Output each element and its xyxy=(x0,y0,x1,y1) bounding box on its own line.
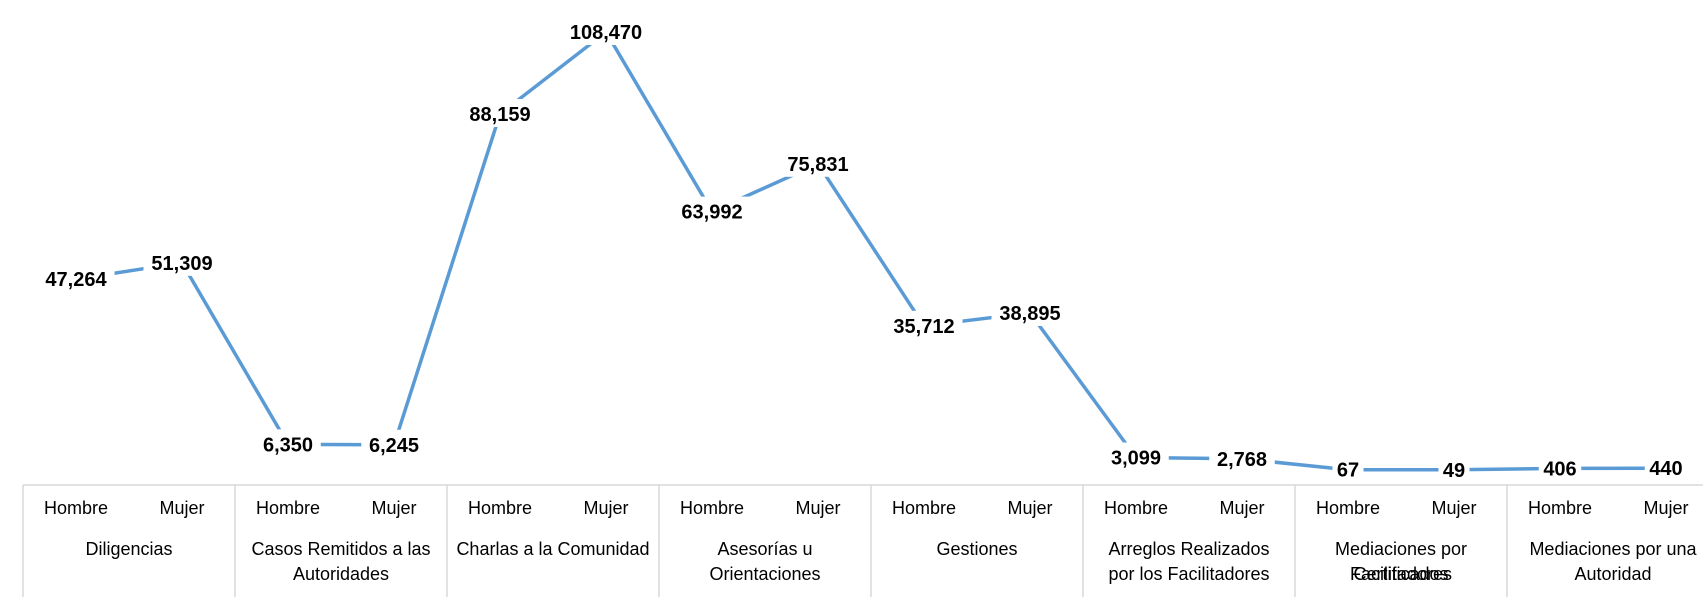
label-background xyxy=(361,429,427,458)
category-label: Diligencias xyxy=(85,539,172,559)
label-background xyxy=(1103,442,1169,471)
series-line-layer xyxy=(75,30,1667,472)
data-label: 406 xyxy=(1543,458,1576,480)
data-label: 108,470 xyxy=(570,22,642,44)
sub-category-label-mujer: Mujer xyxy=(795,498,840,518)
data-label: 88,159 xyxy=(469,104,530,126)
label-background xyxy=(1538,453,1582,482)
data-point-label: 51,309 xyxy=(143,247,221,276)
label-background xyxy=(461,99,539,128)
data-label: 440 xyxy=(1649,458,1682,480)
category-label: Mediaciones por una Autoridad xyxy=(1529,539,1697,584)
data-label: 6,245 xyxy=(369,435,419,457)
data-label: 47,264 xyxy=(45,269,107,291)
label-background xyxy=(561,17,651,45)
label-background xyxy=(1332,454,1364,483)
data-label: 51,309 xyxy=(151,253,212,275)
data-point-label: 49 xyxy=(1438,454,1470,483)
data-point-label: 88,159 xyxy=(461,99,539,128)
sub-category-label-mujer: Mujer xyxy=(1007,498,1052,518)
category-label: Asesorías u Orientaciones xyxy=(709,539,820,584)
category-label: Gestiones xyxy=(936,539,1017,559)
data-point-label: 35,712 xyxy=(885,310,963,339)
data-label: 6,350 xyxy=(263,434,313,456)
data-point-label: 38,895 xyxy=(991,297,1069,326)
data-point-label: 67 xyxy=(1332,454,1364,483)
data-label: 3,099 xyxy=(1111,447,1161,469)
label-background xyxy=(991,297,1069,326)
sub-category-label-mujer: Mujer xyxy=(583,498,628,518)
data-point-label: 47,264 xyxy=(37,264,115,293)
data-label: 2,768 xyxy=(1217,449,1267,471)
category-label: Charlas a la Comunidad xyxy=(456,539,649,559)
series-line xyxy=(75,30,1667,472)
sub-category-label-hombre: Hombre xyxy=(1316,498,1380,518)
sub-category-label-hombre: Hombre xyxy=(256,498,320,518)
data-point-label: 2,768 xyxy=(1209,443,1275,472)
label-background xyxy=(37,264,115,293)
category-label: Casos Remitidos a las Autoridades xyxy=(251,539,430,584)
sub-category-label-hombre: Hombre xyxy=(44,498,108,518)
sub-category-label-mujer: Mujer xyxy=(371,498,416,518)
label-background xyxy=(885,310,963,339)
sub-category-label-hombre: Hombre xyxy=(1528,498,1592,518)
sub-category-label-hombre: Hombre xyxy=(1104,498,1168,518)
data-label: 75,831 xyxy=(787,154,848,176)
sub-category-label-mujer: Mujer xyxy=(159,498,204,518)
data-point-label: 108,470 xyxy=(561,17,651,45)
sub-category-label-hombre: Hombre xyxy=(468,498,532,518)
data-point-label: 406 xyxy=(1538,453,1582,482)
label-background xyxy=(779,148,857,177)
data-label: 63,992 xyxy=(681,202,742,224)
sub-category-label-hombre: Hombre xyxy=(680,498,744,518)
category-label: Mediaciones por FacilitadoresCertificados xyxy=(1335,539,1467,584)
label-background xyxy=(1438,454,1470,483)
sub-category-label-hombre: Hombre xyxy=(892,498,956,518)
data-point-label: 63,992 xyxy=(673,196,751,225)
label-background xyxy=(673,196,751,225)
sub-category-label-mujer: Mujer xyxy=(1219,498,1264,518)
data-label: 67 xyxy=(1337,460,1359,482)
label-background xyxy=(1209,443,1275,472)
data-label: 35,712 xyxy=(893,316,954,338)
data-point-label: 3,099 xyxy=(1103,442,1169,471)
data-label: 49 xyxy=(1443,460,1465,482)
label-background xyxy=(255,429,321,458)
label-background xyxy=(143,247,221,276)
data-point-label: 440 xyxy=(1644,453,1688,482)
data-point-label: 6,350 xyxy=(255,429,321,458)
data-point-label: 6,245 xyxy=(361,429,427,458)
sub-category-label-mujer: Mujer xyxy=(1431,498,1476,518)
category-axis: Hombre Mujer Diligencias Hombre Mujer Casos R… xyxy=(22,484,1703,597)
data-label: 38,895 xyxy=(999,303,1060,325)
sub-category-label-mujer: Mujer xyxy=(1643,498,1688,518)
data-point-label: 75,831 xyxy=(779,148,857,177)
label-background xyxy=(1644,453,1688,482)
data-label-layer: 47,264 51,309 6,350 6,245 88,159 108,470 63,99… xyxy=(37,17,1688,483)
category-label: Arreglos Realizados por los Facilitadores xyxy=(1108,539,1269,584)
